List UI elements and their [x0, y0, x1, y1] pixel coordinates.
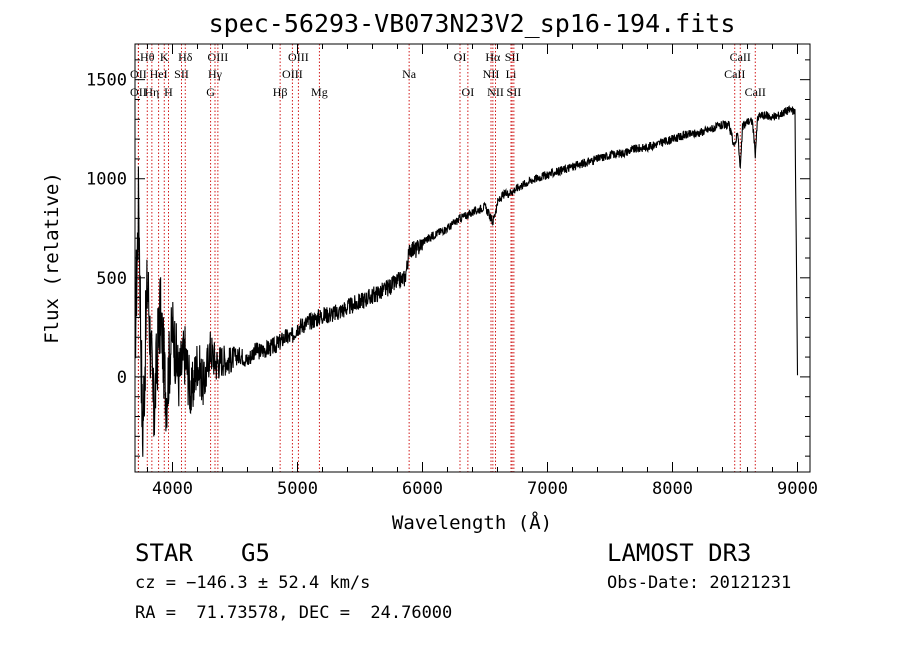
- y-tick-label: 1000: [86, 170, 127, 190]
- sky-coordinates: RA = 71.73578, DEC = 24.76000: [135, 603, 453, 623]
- marker-label: G: [206, 85, 215, 99]
- marker-label: Na: [402, 67, 417, 81]
- y-tick-label: 500: [96, 269, 127, 289]
- marker-label: CaII: [745, 85, 766, 99]
- chart-title: spec-56293-VB073N23V2_sp16-194.fits: [209, 9, 736, 38]
- marker-label: CaII: [724, 67, 745, 81]
- object-class: STAR: [135, 539, 193, 567]
- marker-label: K: [160, 50, 169, 64]
- marker-label: NII: [483, 67, 500, 81]
- spectrum-line: [134, 105, 799, 457]
- marker-label: HeI: [150, 67, 168, 81]
- marker-label: OIII: [282, 67, 303, 81]
- observation-date: Obs-Date: 20121231: [607, 573, 792, 593]
- marker-label: CaII: [730, 50, 751, 64]
- marker-label: NII: [487, 85, 504, 99]
- axis-ticks: 4000 5000 6000 7000 8000 9000 0 500 1000 1500: [86, 44, 818, 499]
- object-subclass: G5: [241, 539, 270, 567]
- marker-label: OI: [454, 50, 467, 64]
- marker-label: OIII: [208, 50, 229, 64]
- x-tick-label: 7000: [527, 479, 568, 499]
- marker-label: Hθ: [140, 50, 155, 64]
- survey-name: LAMOST DR3: [607, 539, 752, 567]
- plot-frame: [134, 43, 811, 473]
- marker-label: SII: [507, 85, 522, 99]
- x-tick-label: 9000: [777, 479, 818, 499]
- marker-label: SII: [174, 67, 189, 81]
- y-tick-label: 1500: [86, 71, 127, 91]
- marker-label: SII: [505, 50, 520, 64]
- marker-label: Hη: [144, 85, 159, 99]
- x-tick-label: 8000: [652, 479, 693, 499]
- marker-label: OII: [130, 67, 147, 81]
- marker-label: Mg: [311, 85, 328, 99]
- marker-label: Li: [506, 67, 517, 81]
- marker-label: OI: [462, 85, 475, 99]
- marker-label: OII: [130, 85, 147, 99]
- y-axis-label: Flux (relative): [41, 172, 63, 344]
- x-tick-label: 4000: [152, 479, 193, 499]
- marker-label: Hβ: [273, 85, 288, 99]
- x-tick-label: 5000: [277, 479, 318, 499]
- redshift-velocity: cz = −146.3 ± 52.4 km/s: [135, 573, 371, 593]
- x-tick-label: 6000: [402, 479, 443, 499]
- line-markers: Hθ K Hδ OIII OIII OI Hα SII CaII OII HeI SII Hγ OIII N…: [130, 44, 766, 472]
- y-tick-label: 0: [117, 368, 127, 388]
- marker-label: Hγ: [208, 67, 223, 81]
- marker-label: H: [164, 85, 173, 99]
- x-axis-label: Wavelength (Å): [392, 511, 552, 534]
- marker-label: Hδ: [178, 50, 193, 64]
- marker-label: Hα: [485, 50, 501, 64]
- marker-label: OIII: [288, 50, 309, 64]
